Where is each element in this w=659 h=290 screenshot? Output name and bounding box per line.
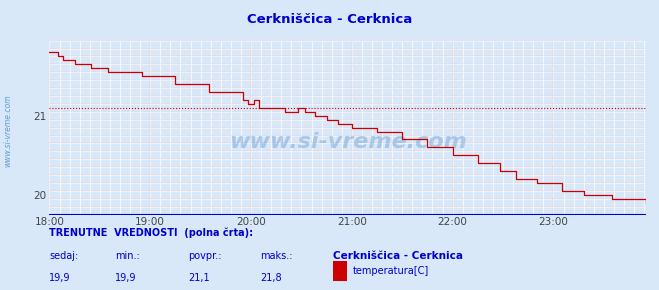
Text: Cerkniščica - Cerknica: Cerkniščica - Cerknica — [247, 13, 412, 26]
Text: sedaj:: sedaj: — [49, 251, 78, 261]
Text: min.:: min.: — [115, 251, 140, 261]
Text: www.si-vreme.com: www.si-vreme.com — [229, 132, 467, 151]
Text: 19,9: 19,9 — [115, 273, 137, 282]
Text: temperatura[C]: temperatura[C] — [353, 266, 429, 276]
Text: 19,9: 19,9 — [49, 273, 71, 282]
Text: www.si-vreme.com: www.si-vreme.com — [3, 94, 13, 167]
Text: TRENUTNE  VREDNOSTI  (polna črta):: TRENUTNE VREDNOSTI (polna črta): — [49, 228, 254, 238]
Text: maks.:: maks.: — [260, 251, 293, 261]
Text: povpr.:: povpr.: — [188, 251, 221, 261]
Text: Cerkniščica - Cerknica: Cerkniščica - Cerknica — [333, 251, 463, 261]
Text: 21,1: 21,1 — [188, 273, 210, 282]
Text: 21,8: 21,8 — [260, 273, 282, 282]
